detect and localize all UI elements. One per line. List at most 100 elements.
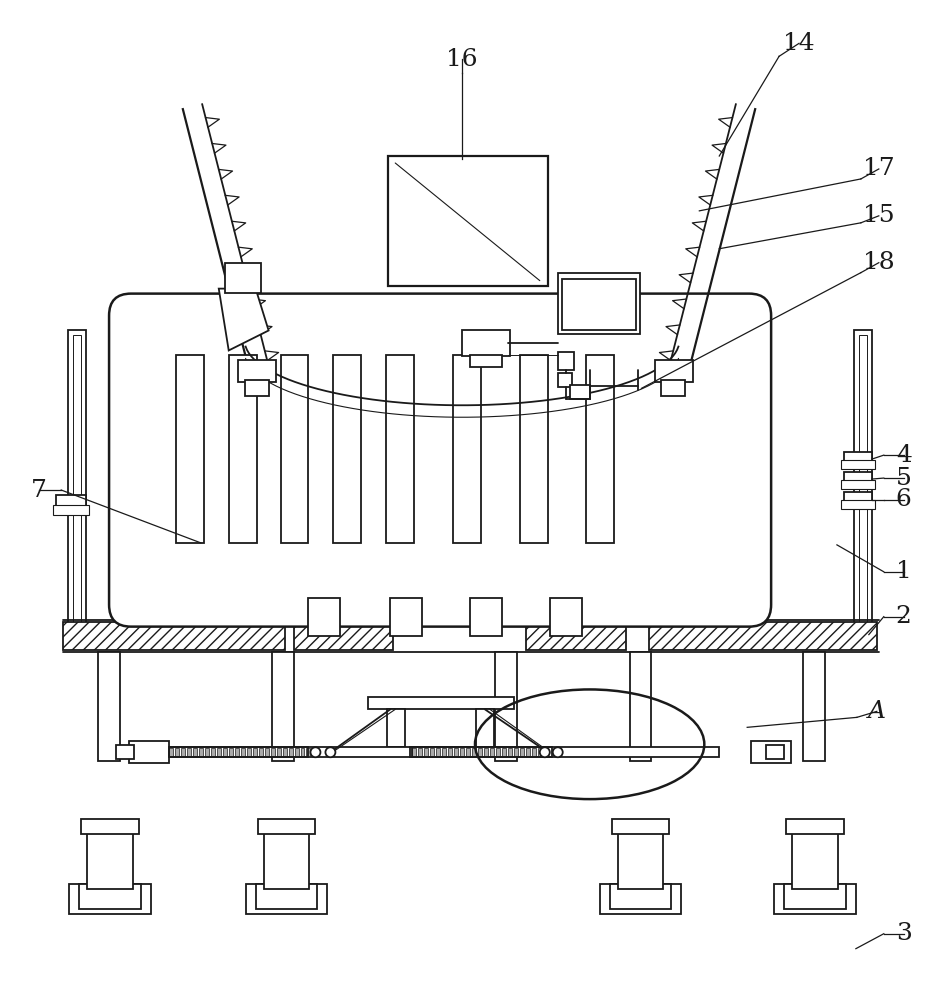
Bar xyxy=(784,884,845,909)
Bar xyxy=(465,748,469,756)
Bar xyxy=(390,598,422,636)
Text: 15: 15 xyxy=(862,204,894,227)
Bar xyxy=(750,741,790,763)
Bar xyxy=(68,330,86,640)
Bar xyxy=(442,748,446,756)
Bar xyxy=(386,355,413,543)
Bar xyxy=(649,622,876,650)
Bar xyxy=(469,598,501,636)
Polygon shape xyxy=(218,289,268,350)
Bar xyxy=(388,156,548,286)
Bar xyxy=(471,748,476,756)
Bar xyxy=(228,748,232,756)
Bar xyxy=(116,745,134,759)
Bar xyxy=(791,829,837,889)
Bar xyxy=(609,884,670,909)
Bar xyxy=(495,652,516,761)
Bar xyxy=(306,748,311,756)
Bar xyxy=(160,747,469,757)
Bar xyxy=(412,748,415,756)
Bar xyxy=(87,829,133,889)
Text: 14: 14 xyxy=(783,32,814,55)
Bar xyxy=(519,355,548,543)
Bar xyxy=(246,748,250,756)
Bar xyxy=(561,279,635,330)
Text: 4: 4 xyxy=(895,444,911,467)
Bar xyxy=(661,380,684,396)
Bar xyxy=(460,748,464,756)
Bar xyxy=(79,884,141,909)
Bar xyxy=(840,480,874,489)
Bar xyxy=(501,748,505,756)
Bar xyxy=(507,748,512,756)
Bar xyxy=(417,748,422,756)
Bar xyxy=(452,355,480,543)
Bar xyxy=(169,747,308,757)
Bar xyxy=(496,748,499,756)
Bar xyxy=(205,748,209,756)
Bar xyxy=(73,335,81,635)
Bar xyxy=(557,273,639,334)
Bar xyxy=(225,263,261,293)
Bar xyxy=(617,829,663,889)
Bar xyxy=(193,748,196,756)
Bar xyxy=(176,355,204,543)
Bar xyxy=(611,819,668,834)
Circle shape xyxy=(552,747,562,757)
Bar xyxy=(853,330,871,640)
Text: 18: 18 xyxy=(862,251,894,274)
Bar xyxy=(263,829,309,889)
Bar xyxy=(368,697,514,709)
Bar xyxy=(537,748,541,756)
Bar xyxy=(410,747,718,757)
Bar xyxy=(858,335,866,635)
Bar xyxy=(519,748,523,756)
Bar xyxy=(53,505,89,515)
Bar xyxy=(802,652,824,761)
Bar xyxy=(81,819,139,834)
Bar xyxy=(557,352,573,370)
Bar xyxy=(766,745,784,759)
Bar xyxy=(387,709,405,747)
Bar xyxy=(245,884,327,914)
Bar xyxy=(585,355,613,543)
Bar xyxy=(843,452,871,466)
Bar xyxy=(843,492,871,506)
Bar xyxy=(56,495,86,511)
Text: A: A xyxy=(867,700,885,723)
Bar xyxy=(308,598,340,636)
Bar xyxy=(175,748,178,756)
Bar xyxy=(333,355,361,543)
Bar xyxy=(785,819,843,834)
Bar xyxy=(241,748,244,756)
Bar xyxy=(277,748,280,756)
Bar xyxy=(843,472,871,486)
Bar xyxy=(840,500,874,509)
Bar xyxy=(476,709,494,747)
Bar xyxy=(187,748,191,756)
Text: 16: 16 xyxy=(446,48,478,71)
Bar xyxy=(453,748,458,756)
Bar xyxy=(238,360,276,382)
Bar xyxy=(295,748,298,756)
Bar xyxy=(258,819,315,834)
Bar xyxy=(483,748,487,756)
Bar xyxy=(300,748,304,756)
Bar xyxy=(228,355,257,543)
Bar xyxy=(531,748,535,756)
Bar xyxy=(514,748,517,756)
Text: 17: 17 xyxy=(862,157,894,180)
Text: 2: 2 xyxy=(895,605,911,628)
Bar xyxy=(543,748,548,756)
Bar xyxy=(430,748,433,756)
Bar xyxy=(462,330,510,356)
Bar xyxy=(129,741,169,763)
Bar xyxy=(557,373,571,387)
Bar xyxy=(259,748,262,756)
Bar xyxy=(98,652,120,761)
Bar xyxy=(264,748,268,756)
Bar xyxy=(271,652,294,761)
Bar xyxy=(773,884,855,914)
Circle shape xyxy=(325,747,335,757)
Bar xyxy=(244,380,268,396)
